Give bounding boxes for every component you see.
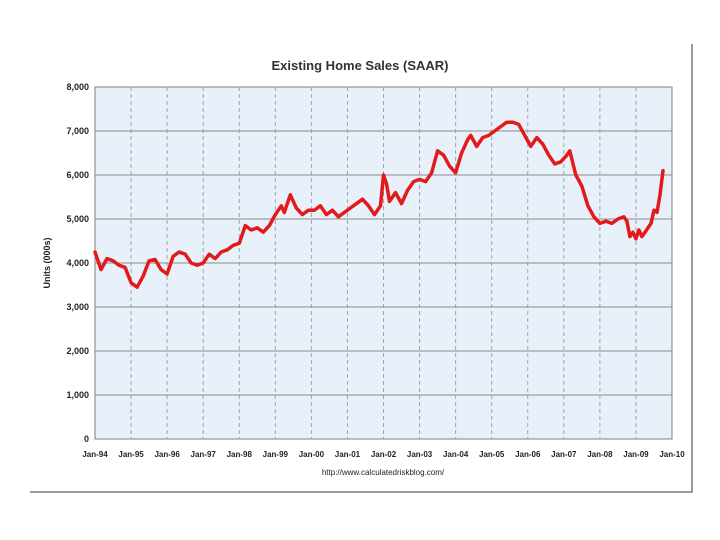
source-url: http://www.calculatedriskblog.com/ [322, 468, 445, 477]
x-tick-label: Jan-08 [587, 450, 613, 459]
x-tick-label: Jan-04 [443, 450, 469, 459]
x-tick-label: Jan-95 [118, 450, 144, 459]
x-tick-label: Jan-99 [263, 450, 289, 459]
y-tick-label: 4,000 [66, 258, 89, 268]
x-tick-label: Jan-10 [659, 450, 685, 459]
y-tick-label: 5,000 [66, 214, 89, 224]
x-tick-label: Jan-98 [227, 450, 253, 459]
x-tick-label: Jan-01 [335, 450, 361, 459]
series-line-existing-home-sales [93, 120, 665, 289]
x-tick-label: Jan-96 [154, 450, 180, 459]
slide-frame [30, 44, 693, 493]
chart-title: Existing Home Sales (SAAR) [272, 58, 449, 73]
x-tick-label: Jan-97 [191, 450, 217, 459]
x-tick-label: Jan-05 [479, 450, 505, 459]
x-tick-label: Jan-00 [299, 450, 325, 459]
x-tick-label: Jan-03 [407, 450, 433, 459]
y-tick-label: 1,000 [66, 390, 89, 400]
x-tick-labels: Jan-94 Jan-95 Jan-96 Jan-97 Jan-98 Jan-99 Jan-… [82, 450, 685, 459]
x-tick-label: Jan-09 [623, 450, 649, 459]
y-tick-label: 6,000 [66, 170, 89, 180]
y-tick-label: 8,000 [66, 82, 89, 92]
y-tick-label: 2,000 [66, 346, 89, 356]
x-tick-label: Jan-94 [82, 450, 108, 459]
y-tick-label: 7,000 [66, 126, 89, 136]
y-tick-label: 0 [84, 434, 89, 444]
x-tick-label: Jan-07 [551, 450, 577, 459]
x-tick-label: Jan-06 [515, 450, 541, 459]
x-tick-label: Jan-02 [371, 450, 397, 459]
y-axis-label: Units (000s) [42, 237, 52, 288]
y-tick-label: 3,000 [66, 302, 89, 312]
y-tick-labels: 0 1,000 2,000 3,000 4,000 5,000 6,000 7,000 8,00… [66, 82, 89, 444]
